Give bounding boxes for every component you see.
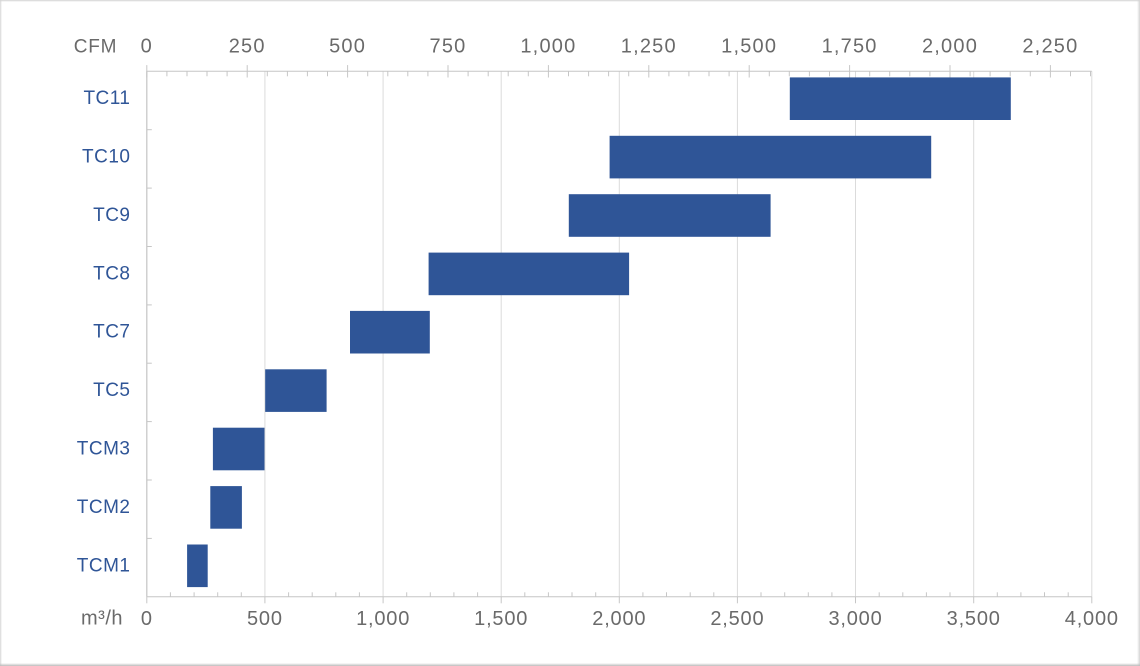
svg-text:TC8: TC8 bbox=[93, 263, 130, 284]
svg-text:500: 500 bbox=[247, 608, 283, 630]
svg-text:0: 0 bbox=[141, 608, 153, 630]
svg-text:1,000: 1,000 bbox=[520, 35, 576, 57]
svg-text:250: 250 bbox=[229, 35, 266, 57]
svg-text:0: 0 bbox=[141, 35, 153, 57]
svg-text:500: 500 bbox=[329, 35, 366, 57]
svg-text:TC11: TC11 bbox=[83, 88, 130, 109]
svg-text:2,000: 2,000 bbox=[922, 35, 978, 57]
svg-text:3,000: 3,000 bbox=[828, 608, 882, 630]
svg-text:1,500: 1,500 bbox=[474, 608, 528, 630]
svg-text:1,500: 1,500 bbox=[721, 35, 777, 57]
svg-text:TC5: TC5 bbox=[93, 380, 130, 401]
svg-text:4,000: 4,000 bbox=[1065, 608, 1119, 630]
svg-text:m³/h: m³/h bbox=[81, 608, 123, 630]
svg-text:TC7: TC7 bbox=[93, 322, 130, 343]
svg-text:TCM2: TCM2 bbox=[77, 497, 131, 518]
svg-text:TCM3: TCM3 bbox=[77, 439, 131, 460]
svg-text:1,000: 1,000 bbox=[356, 608, 410, 630]
svg-text:1,250: 1,250 bbox=[621, 35, 677, 57]
svg-text:2,000: 2,000 bbox=[592, 608, 646, 630]
svg-text:2,250: 2,250 bbox=[1022, 35, 1078, 57]
svg-text:1,750: 1,750 bbox=[822, 35, 878, 57]
svg-text:750: 750 bbox=[430, 35, 467, 57]
svg-text:TC10: TC10 bbox=[82, 147, 130, 168]
svg-text:CFM: CFM bbox=[74, 37, 118, 58]
svg-text:TC9: TC9 bbox=[93, 205, 130, 226]
svg-text:3,500: 3,500 bbox=[947, 608, 1001, 630]
svg-text:TCM1: TCM1 bbox=[77, 555, 131, 576]
svg-text:2,500: 2,500 bbox=[710, 608, 764, 630]
